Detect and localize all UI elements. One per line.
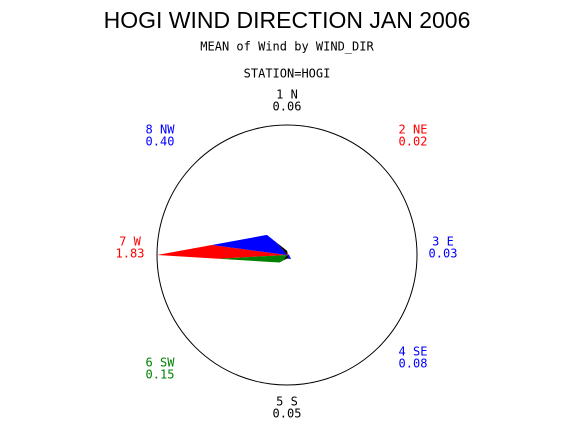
value-label: 0.40 xyxy=(146,135,175,149)
direction-label: 7 W xyxy=(119,235,141,249)
direction-label: 2 NE xyxy=(399,123,428,137)
direction-label: 4 SE xyxy=(399,345,428,359)
value-label: 0.06 xyxy=(273,100,302,114)
value-label: 0.02 xyxy=(399,135,428,149)
wind-slice xyxy=(283,255,290,261)
value-label: 1.83 xyxy=(116,247,145,261)
wind-slice xyxy=(276,242,288,255)
value-label: 0.15 xyxy=(146,368,175,382)
station-label: STATION=HOGI xyxy=(244,67,331,81)
chart-subtitle: MEAN of Wind by WIND_DIR xyxy=(200,40,374,54)
wind-slice xyxy=(287,252,289,255)
direction-label: 3 E xyxy=(432,235,454,249)
direction-label: 6 SW xyxy=(146,356,176,370)
value-label: 0.08 xyxy=(399,357,428,371)
wind-slice xyxy=(218,255,287,263)
direction-label: 8 NW xyxy=(146,123,176,137)
wind-slice xyxy=(287,255,292,260)
chart-title: HOGI WIND DIRECTION JAN 2006 xyxy=(104,7,471,33)
direction-label: 5 S xyxy=(276,395,298,409)
wind-slice xyxy=(287,254,291,258)
wind-slice xyxy=(211,234,287,255)
value-label: 0.05 xyxy=(273,407,302,421)
direction-label: 1 N xyxy=(276,88,298,102)
wind-slice xyxy=(157,244,287,259)
value-label: 0.03 xyxy=(429,247,458,261)
